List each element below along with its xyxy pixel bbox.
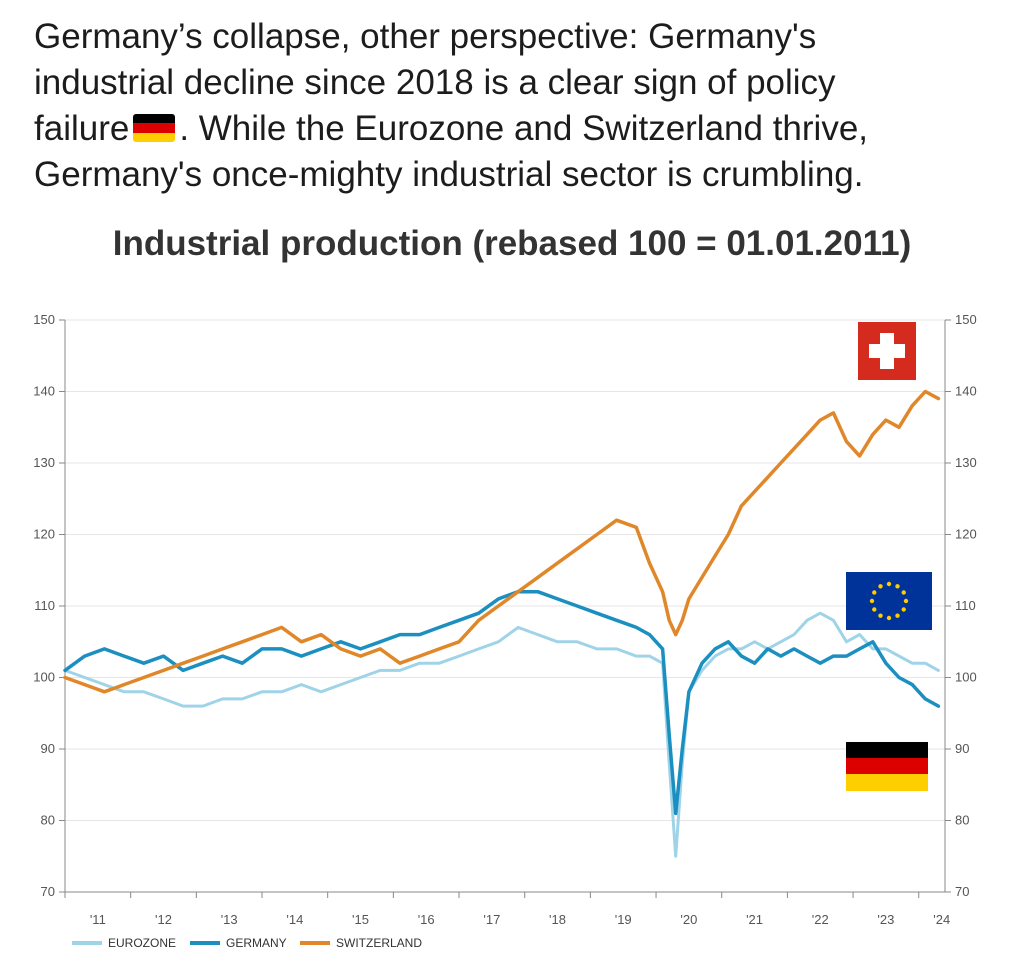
- legend-label-switzerland: SWITZERLAND: [336, 936, 422, 950]
- eu-flag-star: [878, 584, 883, 589]
- post-line-2: industrial decline since 2018 is a clear…: [34, 63, 836, 102]
- eu-flag-star: [895, 613, 900, 618]
- chart-title: Industrial production (rebased 100 = 01.…: [112, 224, 912, 263]
- y-tick-label-left-80: 80: [41, 813, 55, 828]
- germany-flag-red: [846, 758, 928, 774]
- eu-flag-star: [901, 607, 906, 612]
- eu-flag-star: [901, 590, 906, 595]
- y-tick-label-right-90: 90: [955, 741, 969, 756]
- eu-flag-star: [886, 615, 892, 621]
- eu-flag-star: [886, 581, 892, 587]
- y-tick-label-left-140: 140: [33, 384, 55, 399]
- series-line-germany: [63, 589, 941, 816]
- post-line-3b: . While the Eurozone and Switzerland thr…: [179, 109, 869, 148]
- x-tick-label-2015: '15: [352, 912, 369, 927]
- eu-flag-star: [869, 598, 875, 604]
- x-tick-label-2024: '24: [933, 912, 950, 927]
- y-tick-label-left-90: 90: [41, 741, 55, 756]
- x-tick-label-2017: '17: [483, 912, 500, 927]
- post-line-3: failure . While the Eurozone and Switzerl…: [34, 106, 994, 152]
- y-tick-label-right-110: 110: [955, 598, 976, 613]
- y-tick-label-right-70: 70: [955, 884, 969, 899]
- x-tick-label-2019: '19: [615, 912, 632, 927]
- y-tick-label-left-70: 70: [41, 884, 55, 899]
- legend-label-eurozone: EUROZONE: [108, 936, 176, 950]
- germany-flag: [846, 742, 928, 758]
- eu-flag-star: [872, 590, 877, 595]
- y-tick-label-right-120: 120: [955, 527, 977, 542]
- industrial-production-chart: 70 70 80 80 90 90 100 100 110 110 120 120 130 130 140 1…: [33, 312, 977, 950]
- germany-flag-gold: [846, 774, 928, 791]
- y-tick-label-right-150: 150: [955, 312, 977, 327]
- eu-flag-star: [878, 613, 883, 618]
- eu-flag: [846, 572, 932, 630]
- y-tick-label-right-80: 80: [955, 813, 969, 828]
- legend-label-germany: GERMANY: [226, 936, 287, 950]
- eu-flag-star: [895, 584, 900, 589]
- y-tick-label-left-100: 100: [33, 670, 55, 685]
- y-tick-label-right-130: 130: [955, 455, 977, 470]
- x-tick-label-2018: '18: [549, 912, 566, 927]
- x-tick-label-2011: '11: [90, 912, 106, 927]
- post-line-3a: failure: [34, 109, 130, 148]
- y-tick-label-right-140: 140: [955, 384, 977, 399]
- x-tick-label-2016: '16: [418, 912, 435, 927]
- y-tick-label-left-120: 120: [33, 527, 55, 542]
- x-tick-label-2020: '20: [680, 912, 697, 927]
- x-tick-label-2014: '14: [286, 912, 303, 927]
- series-line-eurozone: [63, 611, 940, 858]
- post-text: Germany’s collapse, other perspective: G…: [34, 14, 994, 198]
- eu-flag-star: [872, 607, 877, 612]
- series-line-switzerland: [63, 389, 941, 694]
- y-tick-label-left-130: 130: [33, 455, 55, 470]
- x-tick-label-2023: '23: [877, 912, 894, 927]
- germany-flag-emoji-icon: [133, 114, 176, 142]
- x-tick-label-2012: '12: [155, 912, 172, 927]
- x-tick-label-2021: '21: [746, 912, 763, 927]
- y-tick-label-left-150: 150: [33, 312, 55, 327]
- y-tick-label-right-100: 100: [955, 670, 977, 685]
- eu-flag-star: [903, 598, 909, 604]
- x-tick-label-2013: '13: [221, 912, 238, 927]
- post-line-1: Germany’s collapse, other perspective: G…: [34, 17, 817, 56]
- post-line-4: Germany's once-mighty industrial sector …: [34, 155, 864, 194]
- y-tick-label-left-110: 110: [34, 598, 55, 613]
- switzerland-flag-cross-h: [869, 344, 905, 358]
- x-tick-label-2022: '22: [812, 912, 829, 927]
